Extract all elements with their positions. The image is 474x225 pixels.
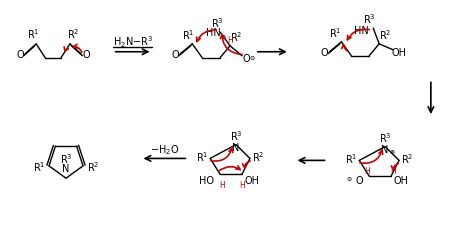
Text: H$_2$N$-$R$^3$: H$_2$N$-$R$^3$ xyxy=(112,34,153,50)
Text: O: O xyxy=(356,175,363,185)
Text: N: N xyxy=(62,164,70,173)
Text: OH: OH xyxy=(245,175,259,185)
Text: R$^1$: R$^1$ xyxy=(27,27,39,41)
Text: R$^3$: R$^3$ xyxy=(363,12,375,26)
Text: H: H xyxy=(390,166,396,175)
Text: H: H xyxy=(227,36,233,45)
Text: H: H xyxy=(365,166,370,175)
Text: O: O xyxy=(242,54,250,63)
Text: R$^1$: R$^1$ xyxy=(182,28,194,42)
Text: H: H xyxy=(239,180,245,189)
Text: R$^2$: R$^2$ xyxy=(230,30,242,44)
Text: $\ominus$: $\ominus$ xyxy=(248,54,255,61)
Text: O: O xyxy=(172,50,179,59)
Text: R$^1$: R$^1$ xyxy=(196,150,209,164)
Text: HN: HN xyxy=(206,28,220,38)
Text: HO: HO xyxy=(199,175,214,185)
Text: R$^3$: R$^3$ xyxy=(211,16,223,30)
Text: O: O xyxy=(82,50,90,59)
Text: $\oplus$: $\oplus$ xyxy=(389,147,395,155)
Text: R$^1$: R$^1$ xyxy=(329,26,342,40)
Text: R$^3$: R$^3$ xyxy=(230,128,242,142)
Text: R$^1$: R$^1$ xyxy=(345,152,357,166)
Text: $\oplus$: $\oplus$ xyxy=(220,33,227,41)
Text: $-$H$_2$O: $-$H$_2$O xyxy=(150,143,179,157)
Text: R$^1$: R$^1$ xyxy=(33,159,46,173)
Text: OH: OH xyxy=(392,47,407,58)
Text: N: N xyxy=(382,144,389,154)
Text: R$^2$: R$^2$ xyxy=(67,27,79,41)
Text: R$^3$: R$^3$ xyxy=(60,152,73,166)
Text: H: H xyxy=(219,180,225,189)
Text: N: N xyxy=(232,142,240,152)
Text: R$^3$: R$^3$ xyxy=(379,130,392,144)
Text: O: O xyxy=(17,50,24,59)
Text: R$^2$: R$^2$ xyxy=(401,152,413,166)
Text: $\ominus$: $\ominus$ xyxy=(346,174,353,182)
Text: OH: OH xyxy=(393,175,409,185)
Text: R$^2$: R$^2$ xyxy=(379,28,392,42)
Text: R$^2$: R$^2$ xyxy=(87,159,99,173)
Text: R$^2$: R$^2$ xyxy=(252,150,264,164)
Text: O: O xyxy=(321,47,328,58)
Text: HN: HN xyxy=(354,26,369,36)
